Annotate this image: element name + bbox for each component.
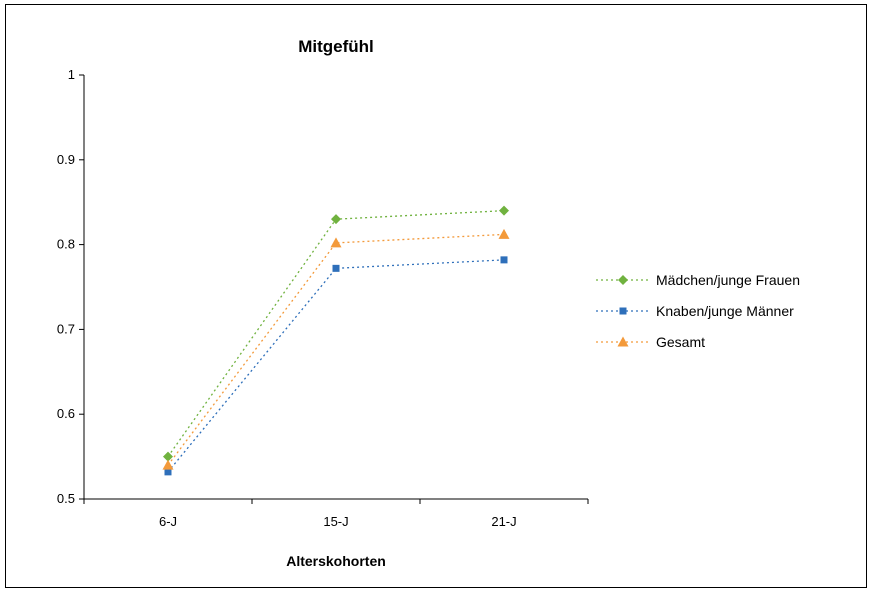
x-tick-label: 6-J	[159, 514, 177, 529]
chart-frame	[5, 4, 867, 588]
y-tick-label: 0.6	[57, 406, 75, 421]
data-point	[500, 256, 508, 264]
legend-item: Gesamt	[596, 334, 705, 350]
data-point	[330, 237, 342, 248]
data-point	[164, 468, 172, 476]
legend-swatch-marker	[617, 336, 629, 347]
data-point	[162, 459, 174, 470]
y-axis-ticks: 0.5 0.6 0.7 0.8 0.9 1	[57, 67, 84, 506]
series-line	[167, 210, 505, 457]
legend-item: Mädchen/junge Frauen	[596, 272, 800, 288]
legend: Mädchen/junge Frauen Knaben/junge Männer G…	[596, 272, 800, 350]
series-1	[163, 205, 509, 462]
series-2	[164, 256, 508, 476]
data-point	[163, 451, 173, 462]
series-line	[167, 233, 505, 466]
data-point	[498, 228, 510, 239]
legend-label: Gesamt	[656, 334, 705, 350]
y-tick-label: 0.7	[57, 321, 75, 336]
legend-item: Knaben/junge Männer	[596, 303, 794, 319]
y-tick-label: 0.5	[57, 491, 75, 506]
data-point	[331, 214, 341, 225]
data-point	[499, 205, 509, 216]
legend-swatch-marker	[619, 307, 627, 315]
y-tick-label: 0.9	[57, 152, 75, 167]
x-axis-ticks: 6-J 15-J 21-J	[83, 499, 589, 529]
x-tick-label: 21-J	[491, 514, 516, 529]
x-axis-title: Alterskohorten	[286, 553, 386, 569]
legend-label: Knaben/junge Männer	[656, 303, 794, 319]
data-point	[332, 264, 340, 272]
y-tick-label: 1	[68, 67, 75, 82]
y-tick-label: 0.8	[57, 237, 75, 252]
x-tick-label: 15-J	[323, 514, 348, 529]
series-3	[162, 228, 510, 470]
legend-label: Mädchen/junge Frauen	[656, 272, 800, 288]
chart-title: Mitgefühl	[298, 37, 374, 56]
legend-swatch-marker	[618, 275, 628, 285]
series-line	[167, 259, 505, 473]
series-layer	[162, 205, 510, 476]
